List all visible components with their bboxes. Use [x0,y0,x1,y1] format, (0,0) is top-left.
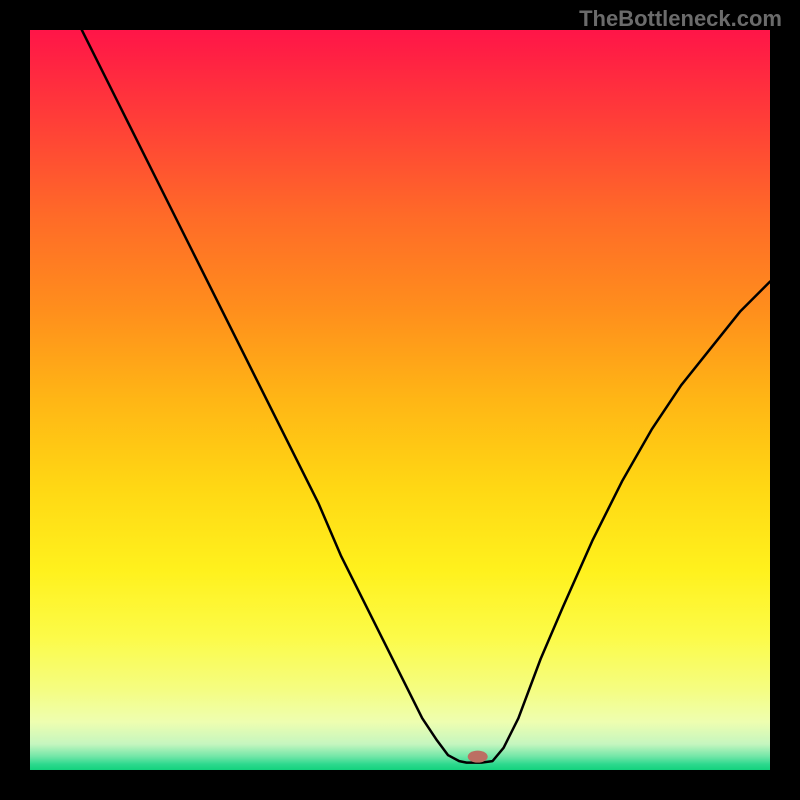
watermark-text: TheBottleneck.com [579,6,782,32]
bottleneck-chart [30,30,770,770]
chart-background [30,30,770,770]
chart-svg [30,30,770,770]
optimal-point-marker [468,751,488,763]
